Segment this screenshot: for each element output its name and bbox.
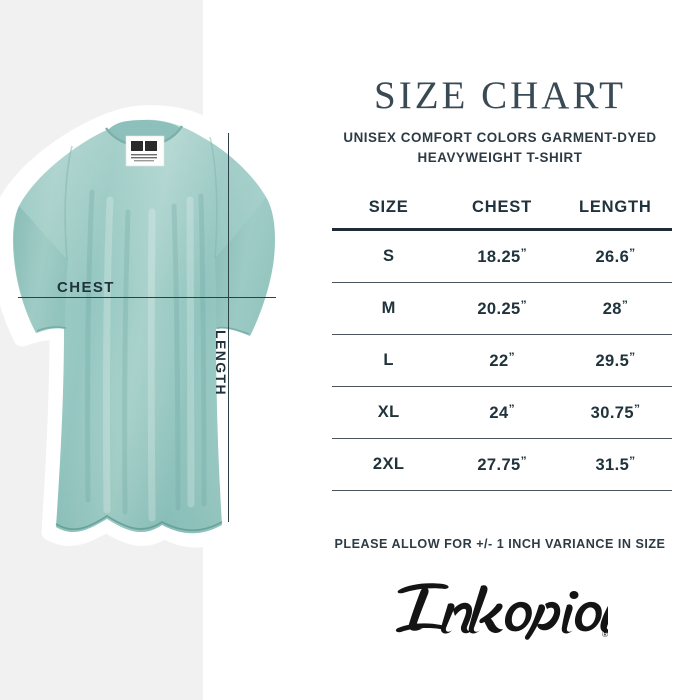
cell-size: XL	[377, 403, 400, 421]
table-row: L 22” 29.5”	[332, 335, 672, 386]
column-header-length: LENGTH	[579, 197, 652, 216]
table-bottom-divider	[332, 490, 672, 491]
page-subtitle: UNISEX COMFORT COLORS GARMENT-DYED HEAVY…	[320, 128, 680, 168]
value-length: 26.6	[595, 248, 630, 266]
value-chest: 24	[489, 404, 509, 422]
table-header-row: SIZE CHEST LENGTH	[332, 192, 672, 222]
column-header-size: SIZE	[368, 197, 409, 216]
table-row: 2XL 27.75” 31.5”	[332, 439, 672, 490]
value-length: 28	[602, 300, 622, 318]
value-chest: 20.25	[477, 300, 521, 318]
unit-inch: ”	[621, 298, 628, 312]
table-row: M 20.25” 28”	[332, 283, 672, 334]
page-title: SIZE CHART	[374, 74, 626, 117]
neck-label	[125, 135, 165, 167]
value-length: 31.5	[595, 456, 630, 474]
chart-content-panel: SIZE CHART UNISEX COMFORT COLORS GARMENT…	[320, 0, 700, 700]
cell-chest: 22”	[445, 350, 558, 371]
cell-length: 26.6”	[559, 246, 672, 267]
row-divider	[332, 438, 672, 439]
value-chest: 22	[489, 352, 509, 370]
length-measurement-line	[228, 133, 229, 522]
registered-trademark-icon: ®	[602, 630, 608, 639]
cell-size: S	[382, 247, 395, 265]
value-chest: 27.75	[477, 456, 521, 474]
cell-size: M	[381, 299, 396, 317]
unit-inch: ”	[520, 454, 527, 468]
value-length: 30.75	[590, 404, 634, 422]
chest-measurement-line	[18, 297, 276, 298]
value-chest: 18.25	[477, 248, 521, 266]
unit-inch: ”	[629, 246, 636, 260]
tshirt-illustration	[0, 105, 299, 548]
table-row: S 18.25” 26.6”	[332, 231, 672, 282]
unit-inch: ”	[508, 350, 515, 364]
size-table: SIZE CHEST LENGTH S 18.25” 26.6” M 20.25…	[332, 192, 672, 491]
cell-chest: 27.75”	[445, 454, 558, 475]
value-length: 29.5	[595, 352, 630, 370]
table-row: XL 24” 30.75”	[332, 387, 672, 438]
cell-length: 30.75”	[559, 402, 672, 423]
product-image: CHEST LENGTH	[0, 0, 320, 700]
column-header-chest: CHEST	[472, 197, 532, 216]
row-divider	[332, 282, 672, 283]
subtitle-line-1: UNISEX COMFORT COLORS GARMENT-DYED	[343, 130, 657, 145]
unit-inch: ”	[629, 350, 636, 364]
cell-chest: 24”	[445, 402, 558, 423]
cell-size: L	[383, 351, 394, 369]
row-divider	[332, 386, 672, 387]
brand-logo: ®	[320, 578, 682, 645]
unit-inch: ”	[633, 402, 640, 416]
cell-length: 29.5”	[559, 350, 672, 371]
unit-inch: ”	[508, 402, 515, 416]
row-divider	[332, 334, 672, 335]
cell-chest: 18.25”	[445, 246, 558, 267]
inkopious-wordmark-icon	[395, 583, 682, 641]
cell-length: 31.5”	[559, 454, 672, 475]
header-divider	[332, 228, 672, 231]
cell-chest: 20.25”	[445, 298, 558, 319]
unit-inch: ”	[520, 298, 527, 312]
cell-size: 2XL	[372, 455, 405, 473]
cell-length: 28”	[559, 298, 672, 319]
unit-inch: ”	[629, 454, 636, 468]
subtitle-line-2: HEAVYWEIGHT T-SHIRT	[417, 150, 583, 165]
chest-measurement-label: CHEST	[57, 279, 115, 296]
variance-note: PLEASE ALLOW FOR +/- 1 INCH VARIANCE IN …	[334, 537, 666, 551]
length-measurement-label: LENGTH	[212, 330, 229, 396]
unit-inch: ”	[520, 246, 527, 260]
